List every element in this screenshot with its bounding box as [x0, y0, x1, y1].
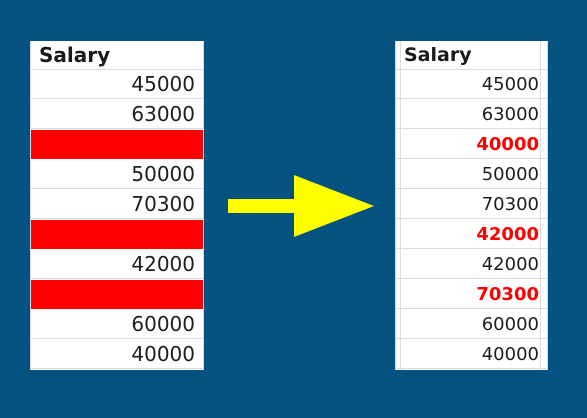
left-gridline: [400, 41, 401, 370]
before-cell-4: 50000: [31, 160, 203, 189]
before-cell-9: 60000: [31, 310, 203, 339]
after-cell-1: 45000: [396, 70, 547, 99]
after-cell-2: 63000: [396, 100, 547, 129]
before-sheet: Salary 45000 63000 50000 70300 42000 600…: [30, 41, 204, 370]
after-cell-4: 50000: [396, 160, 547, 189]
after-filled-cell-8: 70300: [396, 280, 547, 309]
after-salary-header: Salary: [396, 41, 547, 70]
before-cell-10: 40000: [31, 340, 203, 369]
after-sheet: Salary 45000 63000 40000 50000 70300 420…: [395, 41, 548, 370]
before-salary-header: Salary: [31, 41, 203, 70]
arrow-right-icon: [228, 175, 374, 237]
after-cell-5: 70300: [396, 190, 547, 219]
before-cell-5: 70300: [31, 190, 203, 219]
before-blank-cell-6: [31, 220, 203, 249]
after-cell-10: 40000: [396, 340, 547, 369]
before-cell-1: 45000: [31, 70, 203, 99]
before-cell-2: 63000: [31, 100, 203, 129]
before-blank-cell-3: [31, 130, 203, 159]
after-cell-7: 42000: [396, 250, 547, 279]
right-gridline: [540, 41, 541, 370]
before-blank-cell-8: [31, 280, 203, 309]
after-filled-cell-6: 42000: [396, 220, 547, 249]
before-cell-7: 42000: [31, 250, 203, 279]
after-cell-9: 60000: [396, 310, 547, 339]
after-filled-cell-3: 40000: [396, 130, 547, 159]
